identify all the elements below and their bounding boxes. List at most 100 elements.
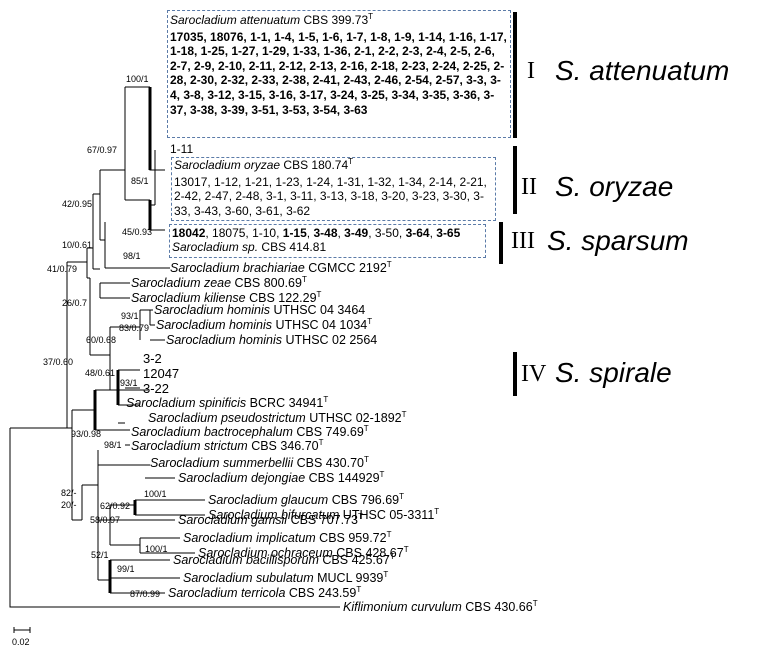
type-marker: T bbox=[386, 530, 392, 539]
strain-id: CBS 346.70 bbox=[251, 439, 319, 453]
strain-id: CBS 749.69 bbox=[296, 425, 364, 439]
strain-id: CBS 707.73 bbox=[290, 513, 358, 527]
sparsum-part: , 3-50, bbox=[368, 226, 406, 240]
oryzae-1-11: 1-11 bbox=[170, 142, 194, 156]
support-value: 62/0.92 bbox=[100, 501, 131, 511]
clade-I-box bbox=[167, 10, 511, 138]
strain-id: CGMCC 2192 bbox=[308, 261, 387, 275]
leaf-pseudostrictum-label: Sarocladium pseudostrictum UTHSC 02-1892… bbox=[148, 410, 407, 426]
type-marker: T bbox=[363, 424, 369, 433]
sparsum-part: , 18075, 1-10, bbox=[205, 226, 283, 240]
leaf-ochraceum: Sarocladium ochraceum CBS 428.67T bbox=[198, 545, 409, 561]
support-value: 93/1 bbox=[120, 378, 138, 388]
support-value: 41/0.79 bbox=[47, 264, 78, 274]
type-marker: T bbox=[323, 395, 329, 404]
taxon-name: Sarocladium implicatum bbox=[183, 531, 316, 545]
support-value: 82/- bbox=[61, 488, 77, 498]
clade-III-box bbox=[169, 224, 486, 258]
support-value: 67/0.97 bbox=[87, 145, 118, 155]
support-value: 100/1 bbox=[126, 74, 149, 84]
type-marker: T bbox=[368, 12, 374, 21]
type-marker: T bbox=[389, 552, 395, 561]
taxon-name: Sarocladium bactrocephalum bbox=[131, 425, 293, 439]
oryzae-strain-list: 13017, 1-12, 1-21, 1-23, 1-24, 1-31, 1-3… bbox=[174, 174, 487, 218]
support-value: 42/0.95 bbox=[62, 199, 93, 209]
support-value: 48/0.61 bbox=[85, 368, 116, 378]
strain-id: MUCL 9939 bbox=[317, 571, 384, 585]
leaf-spirale-3-22: 3-22 bbox=[143, 381, 170, 396]
clade-II-name: S. oryzae bbox=[555, 171, 674, 202]
sparsum-part: , bbox=[337, 226, 345, 240]
strain-id: CBS 959.72 bbox=[319, 531, 387, 545]
clade-III-roman: III bbox=[511, 228, 535, 254]
clade-I-bar bbox=[513, 12, 517, 138]
taxon-name: Sarocladium bacillisporum bbox=[173, 553, 319, 567]
sparsum-part: 3-64 bbox=[405, 226, 430, 240]
taxon-name: Sarocladium spinificis bbox=[126, 396, 247, 410]
leaf-implicatum: Sarocladium implicatum CBS 959.72T bbox=[183, 530, 392, 546]
clade-III-name: S. sparsum bbox=[547, 225, 689, 256]
clade-III-bar bbox=[499, 222, 503, 264]
leaf-summerbellii: Sarocladium summerbellii CBS 430.70T bbox=[150, 455, 369, 471]
taxon-name: Sarocladium dejongiae bbox=[178, 471, 306, 485]
oryzae-box-text: Sarocladium oryzae CBS 180.74T 13017, 1-… bbox=[174, 157, 492, 218]
support-value: 93/0.98 bbox=[71, 429, 102, 439]
strain-id: UTHSC 02 2564 bbox=[285, 333, 378, 347]
sparsum-sp-name: Sarocladium sp. bbox=[172, 240, 259, 254]
support-value: 37/0.60 bbox=[43, 357, 74, 367]
leaf-brachiariae: Sarocladium brachiariae CGMCC 2192T bbox=[170, 260, 392, 276]
sparsum-part: 1-15 bbox=[282, 226, 307, 240]
type-marker: T bbox=[364, 455, 369, 464]
taxon-name: Sarocladium hominis bbox=[156, 318, 273, 332]
sparsum-part: 3-49 bbox=[344, 226, 369, 240]
oryzae-type-strain: CBS 180.74 bbox=[283, 158, 349, 172]
scale-bar-label: 0.02 bbox=[12, 637, 30, 647]
leaf-hominis-1: Sarocladium hominis UTHSC 04 3464 bbox=[154, 304, 365, 317]
attenuatum-box-text: Sarocladium attenuatum CBS 399.73T 17035… bbox=[170, 12, 508, 117]
taxon-name: Sarocladium pseudostrictum bbox=[148, 411, 306, 425]
support-value: 100/1 bbox=[144, 489, 167, 499]
support-value: 10/0.61 bbox=[62, 240, 93, 250]
type-marker: T bbox=[434, 507, 440, 516]
oryzae-type-name: Sarocladium oryzae bbox=[174, 158, 281, 172]
type-marker: T bbox=[379, 470, 385, 479]
type-marker: T bbox=[316, 290, 322, 299]
type-marker: T bbox=[383, 570, 389, 579]
clade-I-name: S. attenuatum bbox=[555, 55, 730, 86]
sparsum-strain-list: 18042, 18075, 1-10, 1-15, 3-48, 3-49, 3-… bbox=[172, 226, 460, 241]
support-value: 99/1 bbox=[117, 564, 135, 574]
sparsum-part: , bbox=[306, 226, 314, 240]
type-marker: T bbox=[367, 317, 373, 326]
type-marker: T bbox=[403, 545, 409, 554]
taxon-name: Sarocladium glaucum bbox=[208, 493, 329, 507]
support-value: 100/1 bbox=[145, 544, 168, 554]
taxon-name: Sarocladium bifurcatum bbox=[208, 508, 340, 522]
clade-I-roman: I bbox=[527, 58, 535, 84]
type-marker: T bbox=[386, 260, 392, 269]
support-value: 52/1 bbox=[91, 550, 109, 560]
taxon-name: Kiflimonium curvulum bbox=[343, 600, 462, 614]
taxon-name: Sarocladium subulatum bbox=[183, 571, 314, 585]
strain-id: UTHSC 02-1892 bbox=[309, 411, 402, 425]
leaf-terricola: Sarocladium terricola CBS 243.59T bbox=[168, 585, 362, 601]
type-marker: T bbox=[356, 585, 362, 594]
taxon-name: Sarocladium ochraceum bbox=[198, 546, 333, 560]
attenuatum-type-name: Sarocladium attenuatum bbox=[170, 13, 301, 27]
sparsum-sp-strain: CBS 414.81 bbox=[261, 240, 327, 254]
leaf-spirale-12047: 12047 bbox=[143, 366, 180, 381]
leaf-spinificis: Sarocladium spinificis BCRC 34941T bbox=[126, 395, 329, 411]
type-marker: T bbox=[401, 410, 407, 419]
clade-II-bar bbox=[513, 146, 517, 214]
attenuatum-type-strain: CBS 399.73 bbox=[303, 13, 369, 27]
leaf-subulatum: Sarocladium subulatum MUCL 9939T bbox=[183, 570, 389, 586]
attenuatum-strain-list: 17035, 18076, 1-1, 1-4, 1-5, 1-6, 1-7, 1… bbox=[170, 29, 507, 117]
leaf-dejongiae: Sarocladium dejongiae CBS 144929T bbox=[178, 470, 385, 486]
taxon-name: Sarocladium terricola bbox=[168, 586, 286, 600]
type-marker: T bbox=[318, 438, 324, 447]
strain-id: CBS 243.59 bbox=[288, 586, 357, 600]
leaf-hominis-3: Sarocladium hominis UTHSC 02 2564 bbox=[166, 334, 377, 347]
strain-id: CBS 428.67 bbox=[336, 546, 404, 560]
taxon-name: Sarocladium strictum bbox=[131, 439, 248, 453]
leaf-strictum: Sarocladium strictum CBS 346.70T bbox=[131, 438, 324, 454]
